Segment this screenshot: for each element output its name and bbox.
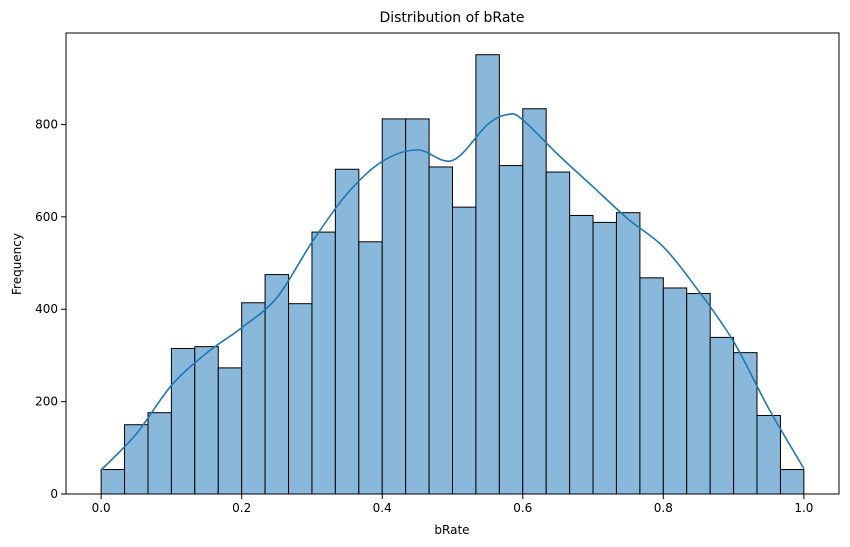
histogram-bar <box>381 118 407 495</box>
histogram-bar <box>733 352 758 495</box>
histogram-bar <box>334 168 360 495</box>
x-axis-title: bRate <box>434 523 469 537</box>
histogram-bar <box>405 118 430 495</box>
histogram-bar <box>311 231 336 495</box>
y-tick-label: 0 <box>50 487 58 501</box>
histogram-bar <box>264 274 290 495</box>
y-tick-label: 200 <box>35 395 58 409</box>
y-tick-label: 600 <box>35 210 58 224</box>
histogram-bar <box>639 277 664 495</box>
histogram-bar <box>147 412 172 495</box>
x-axis-ticks: 0.0 0.2 0.4 0.6 0.8 1.0 <box>92 494 813 515</box>
histogram-bar <box>358 241 383 495</box>
histogram-bar <box>498 165 524 495</box>
histogram-bar <box>100 469 126 495</box>
x-tick-label: 0.2 <box>232 501 251 515</box>
histogram-bar <box>452 206 477 495</box>
kde-curve <box>100 113 805 471</box>
y-tick-label: 800 <box>35 117 58 131</box>
y-axis-ticks: 0 200 400 600 800 <box>35 117 66 501</box>
y-tick-label: 400 <box>35 302 58 316</box>
histogram-bar <box>662 287 688 495</box>
histogram-bar <box>592 221 617 495</box>
histogram-bars <box>100 54 805 495</box>
histogram-bar <box>241 302 266 495</box>
histogram-bar <box>686 293 711 495</box>
plot-frame <box>65 32 840 495</box>
histogram-bar <box>569 214 594 495</box>
histogram-bar <box>217 367 243 495</box>
x-tick-label: 0.4 <box>373 501 392 515</box>
histogram-bar <box>522 108 547 495</box>
histogram-bar <box>170 347 196 495</box>
histogram-bar <box>779 469 805 495</box>
y-axis-title: Frequency <box>10 233 24 295</box>
x-tick-label: 1.0 <box>794 501 813 515</box>
histogram-bar <box>475 54 500 495</box>
x-tick-label: 0.0 <box>92 501 111 515</box>
chart-title: Distribution of bRate <box>379 10 524 26</box>
histogram-bar <box>545 171 571 495</box>
x-tick-label: 0.8 <box>654 501 673 515</box>
histogram-bar <box>615 212 641 495</box>
histogram-bar <box>194 346 219 495</box>
histogram-bar <box>709 336 735 495</box>
histogram-bar <box>288 303 313 495</box>
histogram-bar <box>428 166 453 495</box>
histogram-bar <box>756 414 781 495</box>
x-tick-label: 0.6 <box>513 501 532 515</box>
